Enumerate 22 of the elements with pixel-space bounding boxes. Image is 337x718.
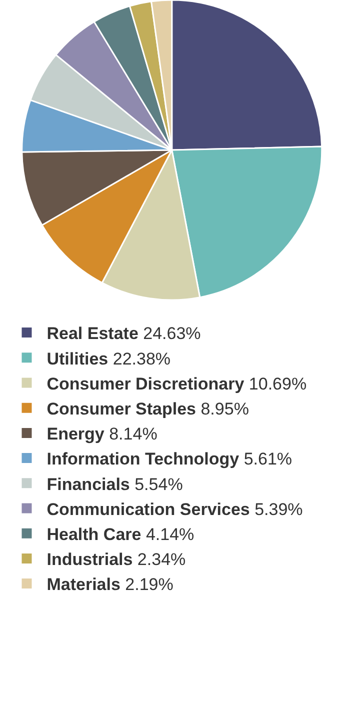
- data-label: 5.61%: [244, 450, 292, 469]
- data-label: 10.69%: [248, 374, 307, 394]
- legend-label: Communication Services: [46, 500, 250, 519]
- legend-label: Consumer Staples: [46, 399, 196, 418]
- data-label: 2.34%: [137, 550, 186, 570]
- legend-label: Real Estate: [46, 324, 138, 344]
- legend-label: Industrials: [46, 550, 133, 570]
- legend-label: Consumer Discretionary: [46, 374, 245, 394]
- legend-label: Information Technology: [46, 450, 240, 469]
- legend-label: Utilities: [46, 349, 108, 368]
- legend-label: Financials: [46, 474, 130, 494]
- data-label: 2.19%: [125, 575, 174, 594]
- data-label: 5.39%: [254, 500, 303, 519]
- legend-label: Health Care: [46, 524, 142, 544]
- legend-label: Materials: [46, 575, 120, 594]
- data-label: 24.63%: [143, 324, 201, 344]
- data-label: 8.95%: [200, 399, 249, 418]
- data-label: 22.38%: [112, 349, 171, 368]
- data-label: 8.14%: [109, 424, 158, 444]
- data-label: 4.14%: [146, 524, 194, 544]
- legend-label: Energy: [46, 424, 105, 444]
- data-label: 5.54%: [134, 474, 183, 494]
